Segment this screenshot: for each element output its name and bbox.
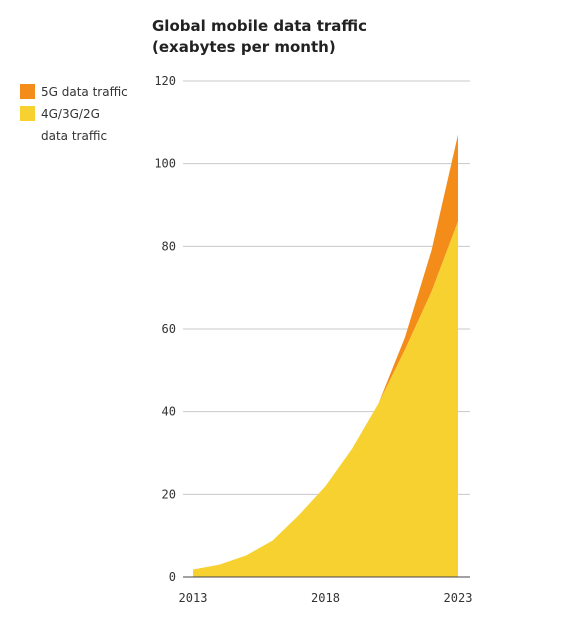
- y-tick-label: 120: [154, 74, 176, 88]
- y-tick-label: 20: [162, 487, 176, 501]
- x-tick-label: 2023: [444, 591, 473, 605]
- x-tick-label: 2013: [179, 591, 208, 605]
- y-tick-label: 100: [154, 157, 176, 171]
- y-tick-label: 80: [162, 239, 176, 253]
- plot-areas: [183, 134, 470, 578]
- legend: 5G data traffic 4G/3G/2G data traffic: [20, 84, 128, 143]
- legend-swatch-4g: [20, 106, 35, 121]
- y-axis-ticks: 0 20 40 60 80 100 120: [154, 74, 176, 584]
- y-tick-label: 0: [169, 570, 176, 584]
- chart-title-line-2: (exabytes per month): [152, 38, 336, 56]
- legend-swatch-5g: [20, 84, 35, 99]
- y-tick-label: 60: [162, 322, 176, 336]
- x-tick-label: 2018: [311, 591, 340, 605]
- legend-label-5g: 5G data traffic: [41, 85, 128, 99]
- x-axis-ticks: 2013 2018 2023: [179, 591, 473, 605]
- legend-label-4g-line-2: data traffic: [41, 129, 107, 143]
- chart-title-line-1: Global mobile data traffic: [152, 17, 367, 35]
- legend-label-4g-line-1: 4G/3G/2G: [41, 107, 100, 121]
- y-tick-label: 40: [162, 405, 176, 419]
- area-4g-3g-2g: [193, 221, 458, 578]
